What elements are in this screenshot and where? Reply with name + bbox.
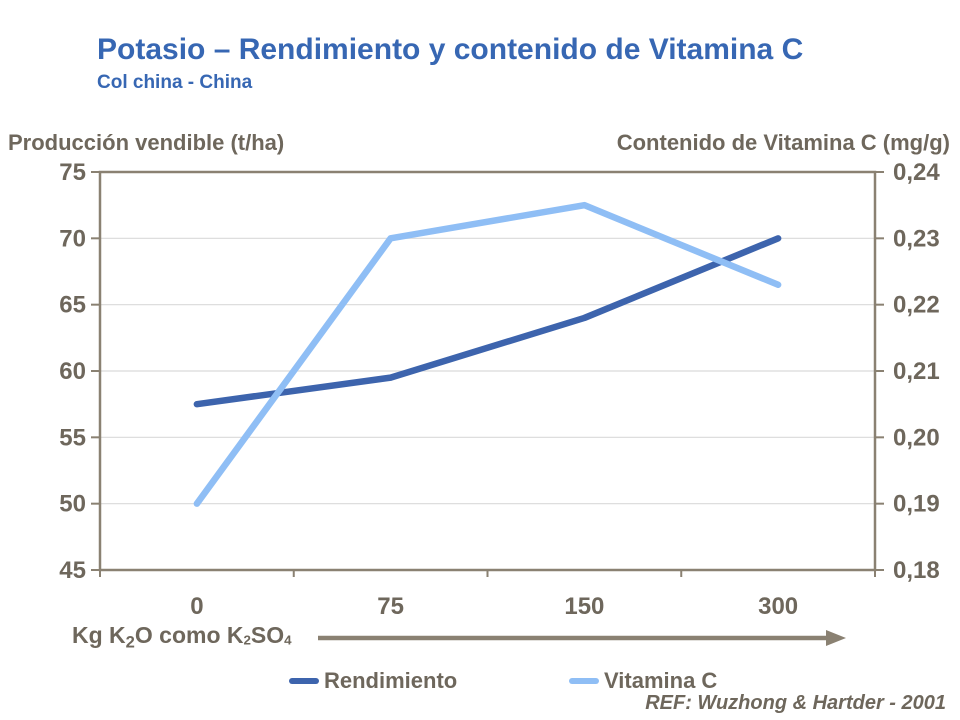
subscript: 2 xyxy=(125,632,135,652)
series-line-vitamina-c xyxy=(193,201,782,507)
left-axis-title: Producción vendible (t/ha) xyxy=(8,130,285,155)
y-left-tick-label: 55 xyxy=(59,424,86,451)
page-subtitle: Col china - China xyxy=(97,72,253,93)
series-line-rendimiento xyxy=(193,235,782,408)
x-axis-label: Kg K2O como K2SO4 xyxy=(72,622,292,652)
page-title: Potasio – Rendimiento y contenido de Vit… xyxy=(97,33,804,66)
x-tick-label: 75 xyxy=(377,593,404,620)
y-left-tick-label: 50 xyxy=(59,491,86,518)
legend-label-vitamina-c: Vitamina C xyxy=(604,668,718,693)
legend-item-vitamina-c: Vitamina C xyxy=(569,668,717,694)
legend-item-rendimiento: Rendimiento xyxy=(289,668,457,694)
x-axis-arrowhead-icon xyxy=(826,630,846,646)
right-axis-title: Contenido de Vitamina C (mg/g) xyxy=(616,130,950,155)
x-tick-label: 0 xyxy=(190,593,203,620)
legend-label-rendimiento: Rendimiento xyxy=(324,668,458,693)
x-tick-label: 300 xyxy=(758,593,798,620)
y-right-tick-label: 0,18 xyxy=(893,557,940,584)
y-left-tick-label: 60 xyxy=(59,358,86,385)
y-right-tick-label: 0,24 xyxy=(893,159,940,186)
reference-citation: REF: Wuzhong & Hartder - 2001 xyxy=(645,692,946,714)
y-left-tick-label: 65 xyxy=(59,292,86,319)
y-right-tick-label: 0,19 xyxy=(893,491,940,518)
y-left-tick-label: 45 xyxy=(59,557,86,584)
y-right-tick-label: 0,21 xyxy=(893,358,940,385)
subscript: 2 xyxy=(243,632,251,648)
y-left-tick-label: 70 xyxy=(59,225,86,252)
y-right-tick-label: 0,23 xyxy=(893,225,940,252)
vitamina-c-line-swatch xyxy=(569,678,599,684)
y-right-tick-label: 0,22 xyxy=(893,292,940,319)
y-right-tick-label: 0,20 xyxy=(893,424,940,451)
x-tick-label: 150 xyxy=(564,593,604,620)
subscript: 4 xyxy=(284,632,292,648)
rendimiento-line-swatch xyxy=(289,678,319,684)
y-left-tick-label: 75 xyxy=(59,159,86,186)
